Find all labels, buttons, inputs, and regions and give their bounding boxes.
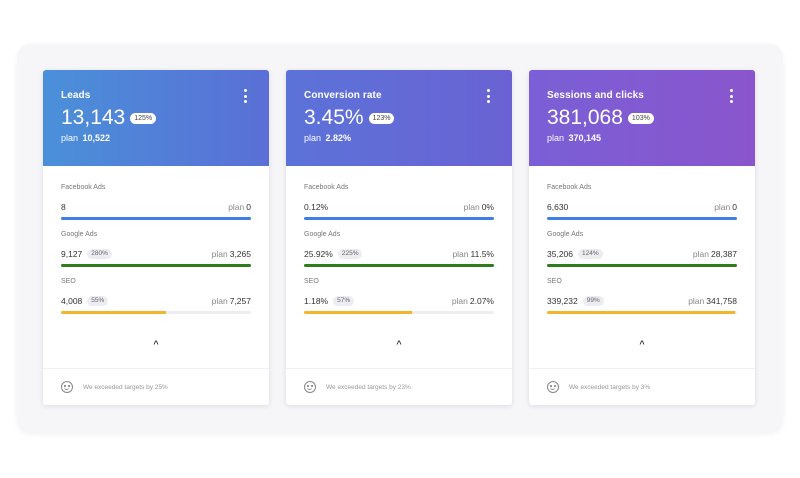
metric-facebook-ads: Facebook Ads 0.12% plan 0% [304,184,494,231]
chevron-up-icon[interactable]: ^ [153,339,159,349]
progress-fill [61,264,251,267]
footer-text: We exceeded targets by 23% [326,383,411,391]
more-vertical-icon[interactable] [484,89,492,103]
metric-value: 4,008 [61,296,83,306]
card-plan: plan 10,522 [61,133,111,143]
progress-fill [304,217,494,220]
metric-percent-badge: 99% [582,296,604,306]
card-sessions-and-clicks: Sessions and clicks 381,068 103% plan 37… [529,70,755,405]
card-title: Sessions and clicks [547,90,644,101]
smile-icon [304,381,316,393]
card-percent-badge: 125% [130,112,157,124]
progress-track [547,264,737,267]
progress-track [304,311,494,314]
metric-label: SEO [547,278,562,285]
metric-google-ads: Google Ads 35,206 124% plan 28,387 [547,231,737,278]
card-main-value: 13,143 [61,106,126,129]
metric-seo: SEO 339,232 99% plan 341,758 [547,278,737,325]
metric-value: 1.18% [304,296,329,306]
footer-text: We exceeded targets by 25% [83,383,168,391]
metric-seo: SEO 4,008 55% plan 7,257 [61,278,251,325]
metric-plan: plan 28,387 [692,249,737,259]
metric-facebook-ads: Facebook Ads 6,630 plan 0 [547,184,737,231]
progress-track [547,217,737,220]
card-main-value: 3.45% [304,106,364,129]
progress-fill [547,311,736,314]
card-footer: We exceeded targets by 25% [43,368,269,405]
metrics-list: Facebook Ads 0.12% plan 0% Google Ads 25.92% 2… [304,184,494,325]
metric-facebook-ads: Facebook Ads 8 plan 0 [61,184,251,231]
metrics-list: Facebook Ads 8 plan 0 Google Ads 9,127 280% pla… [61,184,251,325]
metric-google-ads: Google Ads 25.92% 225% plan 11.5% [304,231,494,278]
progress-fill [304,264,494,267]
footer-text: We exceeded targets by 3% [569,383,651,391]
metric-label: Google Ads [304,231,341,238]
progress-track [61,264,251,267]
progress-track [304,217,494,220]
card-footer: We exceeded targets by 23% [286,368,512,405]
more-vertical-icon[interactable] [241,89,249,103]
card-header: Sessions and clicks 381,068 103% plan 37… [529,70,755,166]
progress-fill [61,217,251,220]
metric-label: Facebook Ads [547,184,592,191]
chevron-up-icon[interactable]: ^ [639,339,645,349]
card-plan: plan 370,145 [547,133,602,143]
metric-label: SEO [304,278,319,285]
metric-plan: plan 7,257 [211,296,251,306]
metric-label: SEO [61,278,76,285]
metric-plan: plan 11.5% [452,249,494,259]
metric-value: 8 [61,202,66,212]
metric-plan: plan 3,265 [211,249,251,259]
smile-icon [61,381,73,393]
metric-label: Google Ads [61,231,98,238]
progress-track [547,311,737,314]
metric-value: 339,232 [547,296,578,306]
progress-track [61,217,251,220]
card-percent-badge: 123% [368,112,395,124]
card-percent-badge: 103% [627,112,654,124]
metric-plan: plan 2.07% [451,296,494,306]
card-main-value: 381,068 [547,106,623,129]
metric-value: 9,127 [61,249,83,259]
card-title: Conversion rate [304,90,382,101]
card-leads: Leads 13,143 125% plan 10,522 Facebook A… [43,70,269,405]
metric-value: 0.12% [304,202,329,212]
metric-percent-badge: 225% [337,249,363,259]
metric-percent-badge: 124% [578,249,603,259]
metric-plan: plan 341,758 [688,296,737,306]
card-footer: We exceeded targets by 3% [529,368,755,405]
card-header: Leads 13,143 125% plan 10,522 [43,70,269,166]
card-header: Conversion rate 3.45% 123% plan 2.82% [286,70,512,166]
metric-percent-badge: 55% [87,296,109,306]
smile-icon [547,381,559,393]
metric-plan: plan 0% [463,202,494,212]
progress-fill [304,311,413,314]
chevron-up-icon[interactable]: ^ [396,339,402,349]
progress-fill [61,311,166,314]
metric-plan: plan 0 [714,202,737,212]
metric-seo: SEO 1.18% 57% plan 2.07% [304,278,494,325]
metric-value: 35,206 [547,249,573,259]
progress-fill [547,217,737,220]
metric-label: Facebook Ads [304,184,349,191]
progress-track [61,311,251,314]
card-conversion-rate: Conversion rate 3.45% 123% plan 2.82% Fa… [286,70,512,405]
metric-value: 6,630 [547,202,569,212]
card-title: Leads [61,90,91,101]
card-plan: plan 2.82% [304,133,352,143]
metrics-list: Facebook Ads 6,630 plan 0 Google Ads 35,206 12… [547,184,737,325]
more-vertical-icon[interactable] [727,89,735,103]
metric-label: Google Ads [547,231,584,238]
progress-fill [547,264,737,267]
metric-percent-badge: 280% [87,249,112,259]
metric-label: Facebook Ads [61,184,106,191]
progress-track [304,264,494,267]
metric-google-ads: Google Ads 9,127 280% plan 3,265 [61,231,251,278]
metric-percent-badge: 57% [333,296,355,306]
metric-plan: plan 0 [228,202,251,212]
metric-value: 25.92% [304,249,333,259]
